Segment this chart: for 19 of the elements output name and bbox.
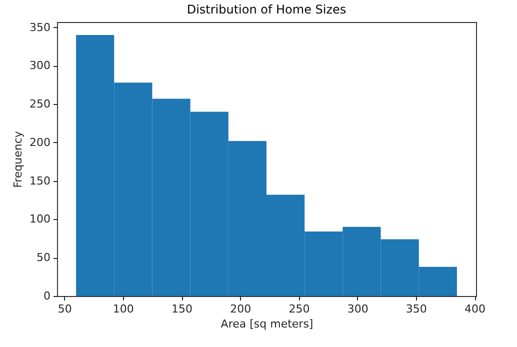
y-tick-label: 50 bbox=[36, 251, 50, 264]
y-tick-label: 200 bbox=[30, 136, 50, 149]
x-tick-label: 100 bbox=[112, 302, 134, 316]
x-tick-label: 200 bbox=[230, 302, 252, 316]
y-tick-label: 150 bbox=[30, 174, 50, 188]
x-tick-label: 400 bbox=[464, 302, 486, 316]
y-tick-label: 100 bbox=[30, 212, 50, 226]
y-tick-label: 300 bbox=[30, 59, 50, 72]
y-tick-label: 350 bbox=[30, 20, 50, 34]
chart-title: Distribution of Home Sizes bbox=[186, 2, 346, 16]
x-tick-label: 300 bbox=[347, 302, 368, 316]
x-tick-label: 250 bbox=[288, 302, 310, 316]
x-tick-label: 50 bbox=[58, 302, 72, 316]
y-tick-label: 0 bbox=[44, 290, 50, 302]
y-axis-title: Frequency bbox=[12, 130, 25, 188]
x-axis-title: Area [sq meters] bbox=[220, 318, 314, 330]
x-tick-label: 150 bbox=[172, 302, 193, 316]
y-tick-label: 250 bbox=[30, 98, 50, 111]
x-tick-label: 350 bbox=[406, 302, 427, 316]
